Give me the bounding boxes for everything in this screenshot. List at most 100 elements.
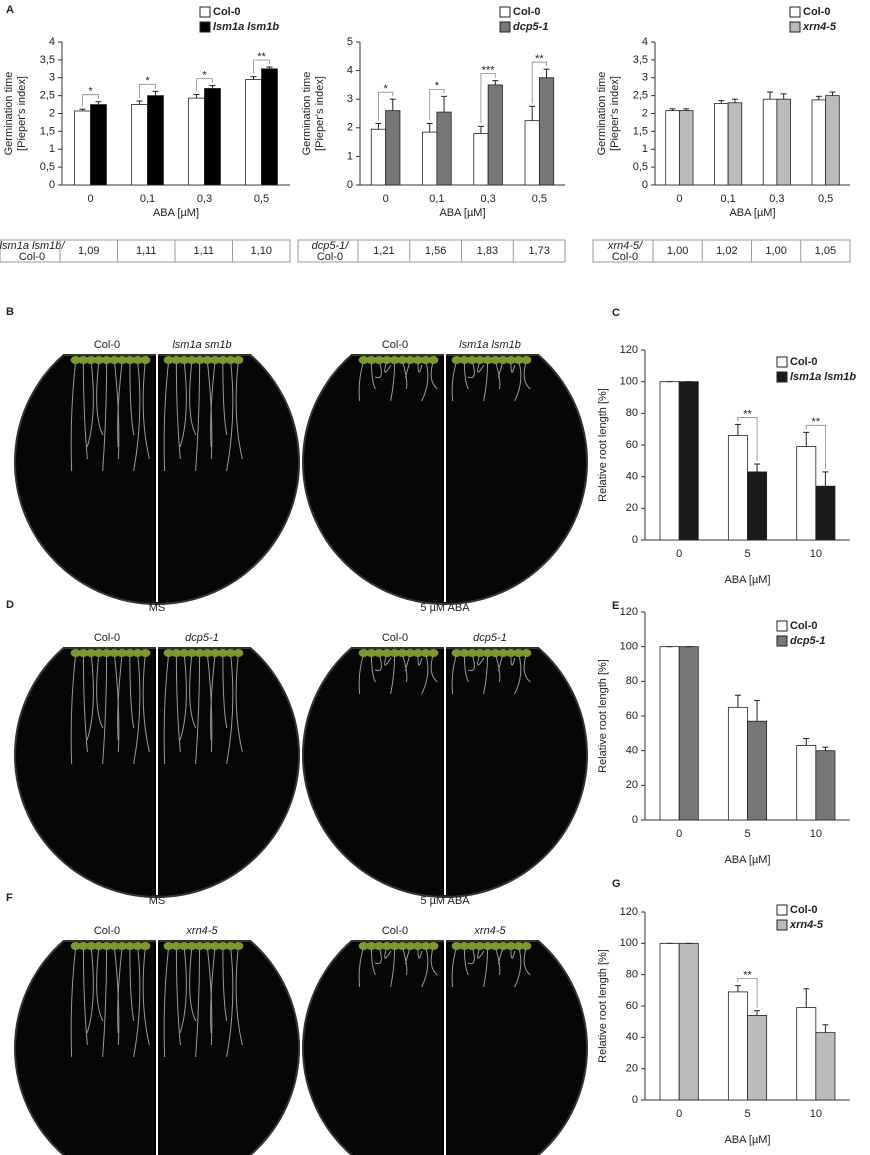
x-tick-label: 0,5: [818, 193, 833, 205]
root: [483, 653, 489, 695]
root: [477, 946, 485, 959]
seedling: [225, 356, 236, 364]
root: [195, 946, 201, 1058]
x-tick-label: 0: [676, 548, 682, 560]
root: [96, 360, 104, 436]
y-tick-label: 120: [620, 344, 638, 356]
bar: [815, 750, 836, 821]
bar: [538, 77, 555, 186]
bar: [796, 745, 817, 821]
seedling: [405, 942, 416, 950]
root: [483, 360, 489, 402]
seedling: [498, 649, 509, 657]
seedling: [459, 356, 470, 364]
genotype-label: lsm1a lsm1b: [459, 339, 521, 351]
root: [70, 946, 77, 1058]
ratio-cell: 1,73: [528, 245, 549, 257]
y-tick-label: 120: [620, 906, 638, 918]
y-tick-label: 3,5: [633, 54, 648, 66]
seedling: [217, 649, 228, 657]
seedling: [210, 649, 221, 657]
seedling: [389, 649, 400, 657]
significance-bracket: [531, 61, 547, 104]
y-tick-label: 0: [632, 1094, 638, 1106]
root: [430, 360, 438, 390]
seedling: [428, 356, 439, 364]
seedling: [482, 649, 493, 657]
y-tick-label: 2: [347, 122, 353, 134]
root: [498, 653, 504, 672]
seedling: [428, 649, 439, 657]
seedling: [194, 942, 205, 950]
y-tick-label: 20: [626, 1063, 638, 1075]
seedling: [117, 649, 128, 657]
root: [226, 946, 234, 1058]
seedling: [93, 942, 104, 950]
root: [498, 360, 504, 379]
legend-label: dcp5-1: [790, 635, 825, 647]
y-tick-label: 0: [347, 179, 353, 191]
root: [523, 946, 531, 976]
legend-swatch: [499, 21, 511, 33]
ratio-cell: 1,56: [425, 245, 446, 257]
seedling: [513, 649, 524, 657]
legend-label: Col-0: [213, 6, 241, 18]
x-axis-label: ABA [µM]: [153, 207, 199, 219]
seedling: [186, 356, 197, 364]
bar: [747, 1015, 768, 1101]
legend-label: Col-0: [513, 6, 541, 18]
seedling: [233, 356, 244, 364]
panel-letter: E: [612, 600, 619, 612]
seedling: [467, 356, 478, 364]
root: [86, 946, 94, 1034]
root: [463, 946, 469, 976]
x-tick-label: 0,1: [429, 193, 444, 205]
root: [421, 653, 429, 695]
root: [467, 946, 475, 965]
root: [374, 360, 382, 379]
seedling: [474, 649, 485, 657]
genotype-label: Col-0: [94, 925, 120, 937]
root: [210, 946, 216, 1034]
seedling: [233, 942, 244, 950]
significance-bracket: [737, 978, 758, 1008]
y-tick-label: 120: [620, 606, 638, 618]
seedling: [109, 356, 120, 364]
root: [210, 653, 216, 741]
root: [179, 946, 187, 1034]
bar: [815, 485, 836, 541]
root: [494, 360, 501, 390]
bar: [727, 991, 748, 1101]
ratio-row-label: Col-0: [19, 251, 45, 263]
root: [430, 946, 438, 976]
seedling: [420, 649, 431, 657]
panel-letter: F: [6, 892, 13, 904]
seedling: [381, 942, 392, 950]
seedling: [451, 356, 462, 364]
root: [222, 946, 228, 1022]
root: [358, 653, 365, 695]
genotype-label: dcp5-1: [185, 632, 219, 644]
seedling: [405, 356, 416, 364]
root: [195, 653, 201, 765]
bar: [524, 120, 540, 186]
seedling: [109, 942, 120, 950]
y-tick-label: 80: [626, 407, 638, 419]
root: [514, 653, 522, 695]
x-axis-label: ABA [µM]: [724, 574, 770, 586]
seedling: [459, 942, 470, 950]
seedling: [78, 356, 89, 364]
seedling: [505, 649, 516, 657]
bar: [747, 471, 768, 541]
panel-letter: D: [6, 599, 14, 611]
root: [129, 946, 135, 1022]
y-tick-label: 20: [626, 779, 638, 791]
seedling: [505, 356, 516, 364]
root: [477, 360, 485, 373]
bar: [825, 95, 840, 186]
bar: [659, 942, 680, 1101]
seedling: [171, 356, 182, 364]
y-tick-label: 2,5: [40, 90, 55, 102]
legend-swatch: [776, 371, 788, 383]
root: [96, 653, 104, 729]
